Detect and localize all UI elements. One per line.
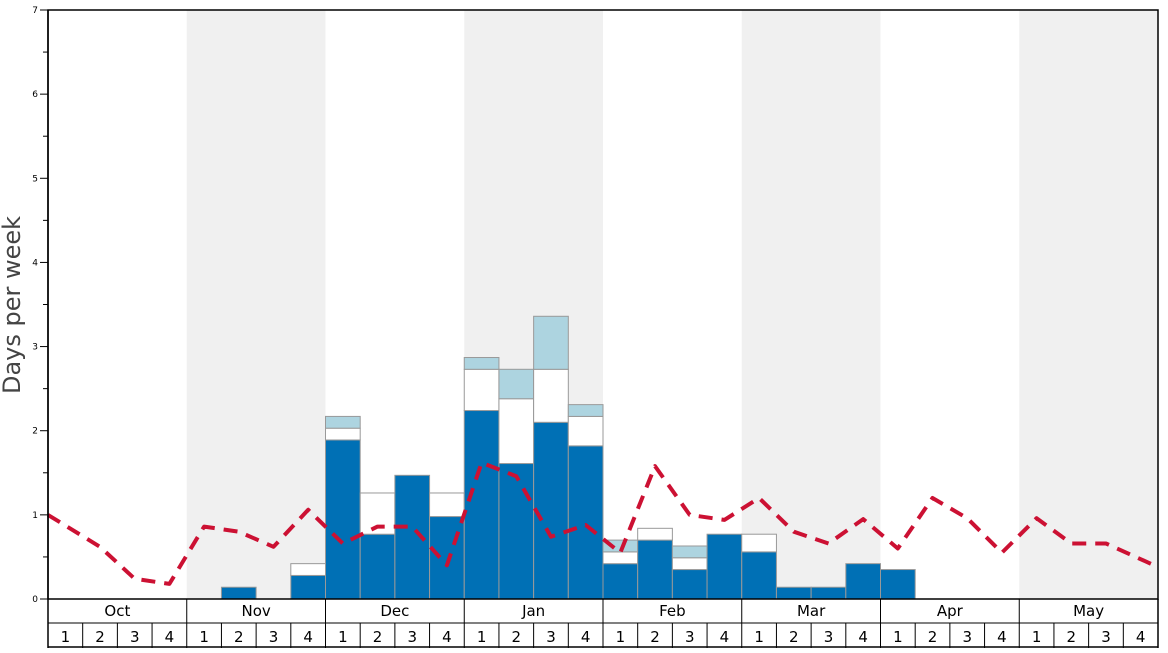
month-label-apr: Apr	[937, 602, 964, 620]
week-label: 1	[754, 628, 764, 646]
week-label: 3	[407, 628, 417, 646]
y-tick-label: 2	[32, 427, 38, 437]
month-label-mar: Mar	[797, 602, 826, 620]
month-shade-nov	[186, 10, 326, 599]
bar-dark-week-9	[325, 439, 361, 600]
bar-dark-week-23	[810, 586, 847, 600]
bar-white-week-12	[429, 492, 465, 518]
bar-dark-week-16	[567, 445, 604, 600]
bar-white-week-18	[637, 527, 673, 541]
month-label-may: May	[1073, 602, 1104, 620]
y-tick-label: 0	[32, 595, 38, 605]
week-label: 4	[858, 628, 868, 646]
x-axis: Oct 1 2 3 4 Nov 1 2 3 4 Dec 1 2 3 4 Jan 1 2 3 4 Feb 1 2 3 4 Mar 1 2…	[47, 599, 1159, 648]
week-label: 3	[269, 628, 279, 646]
week-label: 3	[962, 628, 972, 646]
bar-dark-week-10	[359, 533, 396, 600]
bar-white-week-8	[290, 563, 326, 576]
week-label: 2	[234, 628, 244, 646]
y-tick-label: 1	[32, 511, 38, 521]
week-label: 2	[650, 628, 660, 646]
week-label: 4	[997, 628, 1007, 646]
bar-light-week-19	[671, 545, 708, 559]
bar-white-week-15	[533, 368, 569, 423]
month-label-feb: Feb	[659, 602, 686, 620]
bar-dark-week-8	[290, 574, 326, 600]
week-label: 4	[1136, 628, 1146, 646]
week-label: 1	[338, 628, 348, 646]
week-label: 2	[373, 628, 383, 646]
week-label: 4	[442, 628, 452, 646]
month-shade-mar	[741, 10, 881, 599]
week-label: 3	[685, 628, 695, 646]
month-label-dec: Dec	[380, 602, 409, 620]
week-label: 4	[720, 628, 730, 646]
bar-white-week-21	[741, 533, 777, 553]
line-series	[46, 460, 1159, 586]
bar-dark-week-19	[671, 569, 708, 600]
bar-dark-week-17	[602, 563, 639, 600]
y-tick-label: 5	[32, 174, 38, 184]
y-tick-label: 4	[32, 258, 38, 268]
y-tick-label: 6	[32, 90, 38, 100]
bar-dark-week-15	[533, 421, 569, 600]
y-axis: 0 1 2 3 4 5 6 7	[32, 6, 49, 605]
week-label: 2	[928, 628, 938, 646]
week-label: 2	[95, 628, 105, 646]
week-label: 3	[546, 628, 556, 646]
month-shading	[186, 10, 1158, 599]
bar-dark-week-22	[775, 586, 812, 600]
line-series-path	[46, 460, 1159, 586]
week-label: 3	[824, 628, 834, 646]
bar-dark-week-24	[845, 563, 881, 600]
bar-white-week-17	[602, 551, 639, 565]
bar-white-week-19	[671, 557, 708, 571]
bar-dark-week-21	[741, 551, 777, 600]
month-label-jan: Jan	[521, 602, 545, 620]
bar-white-week-16	[567, 415, 604, 447]
week-label: 3	[1101, 628, 1111, 646]
bar-light-week-14	[498, 368, 535, 400]
week-label: 1	[199, 628, 209, 646]
y-axis-label: Days per week	[0, 216, 26, 394]
week-label: 4	[581, 628, 591, 646]
bar-dark-week-13	[463, 410, 500, 600]
y-tick-label: 7	[32, 6, 38, 16]
bar-white-week-9	[325, 427, 361, 441]
bar-white-week-14	[498, 398, 535, 465]
week-label: 4	[303, 628, 313, 646]
y-tick-label: 3	[32, 343, 38, 353]
bar-dark-week-20	[706, 533, 743, 600]
bar-white-week-13	[463, 368, 500, 412]
week-label: 1	[1032, 628, 1042, 646]
bar-light-week-13	[463, 357, 500, 370]
month-shade-may	[1019, 10, 1158, 599]
week-label: 1	[893, 628, 903, 646]
week-label: 2	[512, 628, 522, 646]
month-label-oct: Oct	[104, 602, 130, 620]
bar-light-week-16	[567, 404, 604, 417]
bar-dark-week-12	[429, 516, 465, 600]
bar-dark-week-18	[637, 539, 673, 600]
week-label: 2	[1067, 628, 1077, 646]
week-label: 4	[165, 628, 175, 646]
week-label: 1	[61, 628, 71, 646]
week-label: 2	[789, 628, 799, 646]
bar-light-week-9	[325, 415, 361, 429]
bar-light-week-15	[533, 315, 569, 370]
bar-dark-week-6	[220, 586, 257, 600]
week-label: 1	[477, 628, 487, 646]
week-label: 3	[130, 628, 140, 646]
bar-dark-week-25	[880, 569, 916, 600]
bar-dark-week-11	[394, 474, 431, 600]
week-label: 1	[616, 628, 626, 646]
month-label-nov: Nov	[241, 602, 270, 620]
bar-dark-week-14	[498, 463, 535, 600]
